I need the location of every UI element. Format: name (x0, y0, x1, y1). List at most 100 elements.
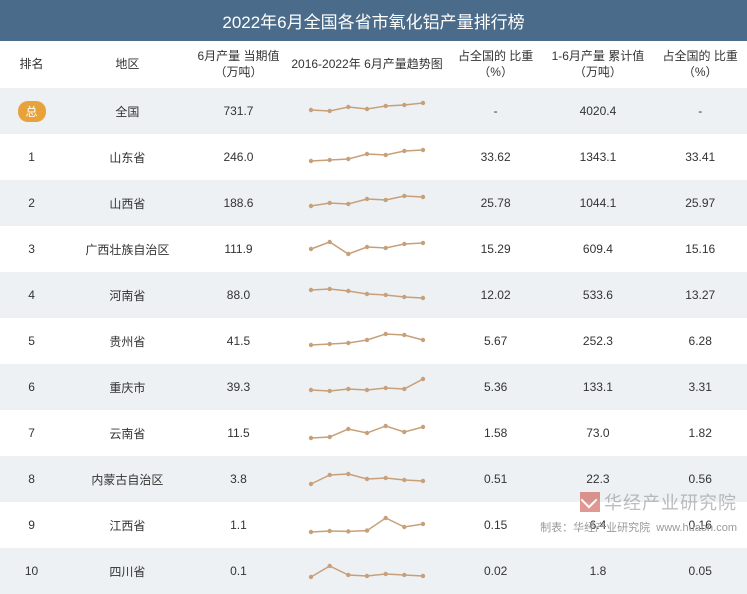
cell-pct1: 12.02 (449, 272, 543, 318)
sparkline-icon (307, 98, 427, 124)
table-row: 10四川省0.1 0.021.80.05 (0, 548, 747, 594)
cell-region: 江西省 (63, 502, 192, 548)
col-header-region: 地区 (63, 41, 192, 88)
cell-pct2: 13.27 (653, 272, 747, 318)
cell-pct1: - (449, 88, 543, 134)
footer-url: www.huaon.com (656, 522, 737, 534)
table-header-row: 排名 地区 6月产量 当期值 （万吨） 2016-2022年 6月产量趋势图 占… (0, 41, 747, 88)
table-row: 6重庆市39.35.36133.13.31 (0, 364, 747, 410)
col-header-cum: 1-6月产量 累计值 （万吨） (542, 41, 653, 88)
table-row: 7云南省11.5 1.5873.01.82 (0, 410, 747, 456)
sparkline-icon (307, 374, 427, 400)
table-row: 8内蒙古自治区3.80.5122.30.56 (0, 456, 747, 502)
cell-rank: 总 (0, 88, 63, 134)
cell-cum: 22.3 (542, 456, 653, 502)
cell-pct2: 1.82 (653, 410, 747, 456)
cell-region: 全国 (63, 88, 192, 134)
page-title: 2022年6月全国各省市氧化铝产量排行榜 (0, 0, 747, 41)
sparkline-icon (307, 328, 427, 354)
cell-pct1: 5.36 (449, 364, 543, 410)
cell-trend (285, 318, 449, 364)
cell-trend (285, 272, 449, 318)
sparkline-icon (307, 420, 427, 446)
cell-region: 四川省 (63, 548, 192, 594)
cell-pct2: 0.56 (653, 456, 747, 502)
cell-rank: 7 (0, 410, 63, 456)
table-row: 2山西省188.6 25.781044.125.97 (0, 180, 747, 226)
cell-trend (285, 502, 449, 548)
cell-rank: 2 (0, 180, 63, 226)
table-row: 1山东省246.033.621343.133.41 (0, 134, 747, 180)
cell-value: 41.5 (192, 318, 286, 364)
footer-note: 制表：华经产业研究院 www.huaon.com (540, 519, 737, 535)
sparkline-icon (307, 144, 427, 170)
footer-label: 制表： (540, 522, 573, 534)
cell-cum: 252.3 (542, 318, 653, 364)
cell-cum: 1044.1 (542, 180, 653, 226)
cell-pct2: 33.41 (653, 134, 747, 180)
cell-pct1: 0.15 (449, 502, 543, 548)
cell-pct2: 15.16 (653, 226, 747, 272)
cell-rank: 8 (0, 456, 63, 502)
cell-value: 39.3 (192, 364, 286, 410)
cell-pct2: - (653, 88, 747, 134)
table-row: 3广西壮族自治区111.9 15.29609.415.16 (0, 226, 747, 272)
cell-rank: 9 (0, 502, 63, 548)
cell-trend (285, 180, 449, 226)
col-header-value: 6月产量 当期值 （万吨） (192, 41, 286, 88)
col-header-pct1: 占全国的 比重 （%） (449, 41, 543, 88)
cell-region: 云南省 (63, 410, 192, 456)
cell-value: 11.5 (192, 410, 286, 456)
cell-rank: 1 (0, 134, 63, 180)
col-header-trend: 2016-2022年 6月产量趋势图 (285, 41, 449, 88)
sparkline-icon (307, 512, 427, 538)
sparkline-icon (307, 190, 427, 216)
cell-pct1: 25.78 (449, 180, 543, 226)
cell-rank: 6 (0, 364, 63, 410)
cell-value: 88.0 (192, 272, 286, 318)
cell-region: 内蒙古自治区 (63, 456, 192, 502)
cell-region: 山东省 (63, 134, 192, 180)
cell-value: 246.0 (192, 134, 286, 180)
cell-rank: 10 (0, 548, 63, 594)
cell-region: 贵州省 (63, 318, 192, 364)
cell-pct2: 3.31 (653, 364, 747, 410)
cell-cum: 133.1 (542, 364, 653, 410)
cell-trend (285, 548, 449, 594)
sparkline-icon (307, 466, 427, 492)
cell-region: 河南省 (63, 272, 192, 318)
cell-value: 0.1 (192, 548, 286, 594)
cell-pct2: 6.28 (653, 318, 747, 364)
cell-trend (285, 364, 449, 410)
cell-trend (285, 410, 449, 456)
cell-cum: 1343.1 (542, 134, 653, 180)
col-header-pct2: 占全国的 比重 （%） (653, 41, 747, 88)
cell-region: 山西省 (63, 180, 192, 226)
cell-pct1: 5.67 (449, 318, 543, 364)
table-row: 4河南省88.012.02533.613.27 (0, 272, 747, 318)
cell-value: 111.9 (192, 226, 286, 272)
cell-rank: 3 (0, 226, 63, 272)
sparkline-icon (307, 558, 427, 584)
cell-value: 731.7 (192, 88, 286, 134)
table-row: 5贵州省41.5 5.67252.36.28 (0, 318, 747, 364)
cell-cum: 1.8 (542, 548, 653, 594)
cell-region: 广西壮族自治区 (63, 226, 192, 272)
cell-pct1: 15.29 (449, 226, 543, 272)
footer-value: 华经产业研究院 (573, 522, 650, 534)
sparkline-icon (307, 236, 427, 262)
sparkline-icon (307, 282, 427, 308)
cell-cum: 4020.4 (542, 88, 653, 134)
cell-value: 1.1 (192, 502, 286, 548)
cell-cum: 73.0 (542, 410, 653, 456)
ranking-table: 排名 地区 6月产量 当期值 （万吨） 2016-2022年 6月产量趋势图 占… (0, 41, 747, 594)
cell-pct1: 1.58 (449, 410, 543, 456)
cell-pct2: 25.97 (653, 180, 747, 226)
cell-pct1: 0.02 (449, 548, 543, 594)
cell-value: 3.8 (192, 456, 286, 502)
cell-pct2: 0.05 (653, 548, 747, 594)
cell-rank: 5 (0, 318, 63, 364)
cell-value: 188.6 (192, 180, 286, 226)
cell-cum: 609.4 (542, 226, 653, 272)
cell-trend (285, 134, 449, 180)
